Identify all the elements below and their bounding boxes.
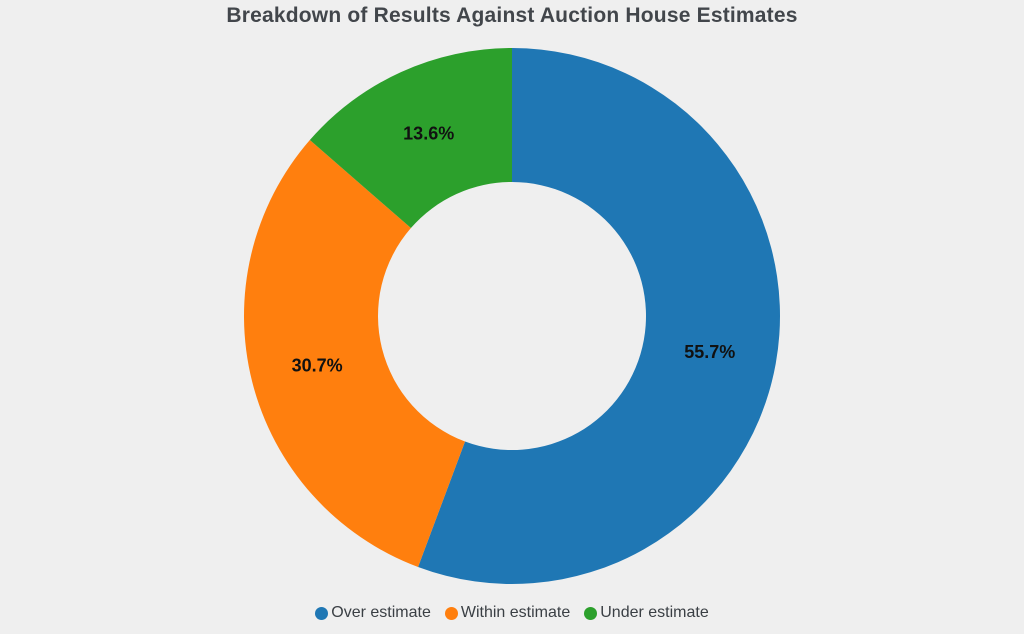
legend-label-within-estimate: Within estimate bbox=[460, 604, 571, 621]
legend: Over estimate Within estimate Under esti… bbox=[0, 604, 1024, 622]
legend-item-within-estimate[interactable]: Within estimate bbox=[444, 604, 571, 622]
slice-label-over-estimate: 55.7% bbox=[684, 342, 735, 362]
chart-title: Breakdown of Results Against Auction Hou… bbox=[226, 4, 798, 27]
donut-slice-within-estimate[interactable] bbox=[244, 140, 466, 567]
legend-item-under-estimate[interactable]: Under estimate bbox=[584, 604, 709, 622]
slice-label-under-estimate: 13.6% bbox=[403, 123, 454, 143]
slice-label-within-estimate: 30.7% bbox=[292, 356, 343, 376]
legend-swatch-over-estimate bbox=[315, 606, 329, 620]
legend-swatch-under-estimate bbox=[584, 606, 598, 620]
donut-slice-under-estimate[interactable] bbox=[309, 48, 512, 229]
legend-label-under-estimate: Under estimate bbox=[600, 604, 709, 621]
donut-slice-over-estimate[interactable] bbox=[418, 48, 781, 584]
legend-label-over-estimate: Over estimate bbox=[331, 604, 431, 621]
legend-swatch-within-estimate bbox=[444, 606, 458, 620]
legend-item-over-estimate[interactable]: Over estimate bbox=[315, 604, 431, 622]
